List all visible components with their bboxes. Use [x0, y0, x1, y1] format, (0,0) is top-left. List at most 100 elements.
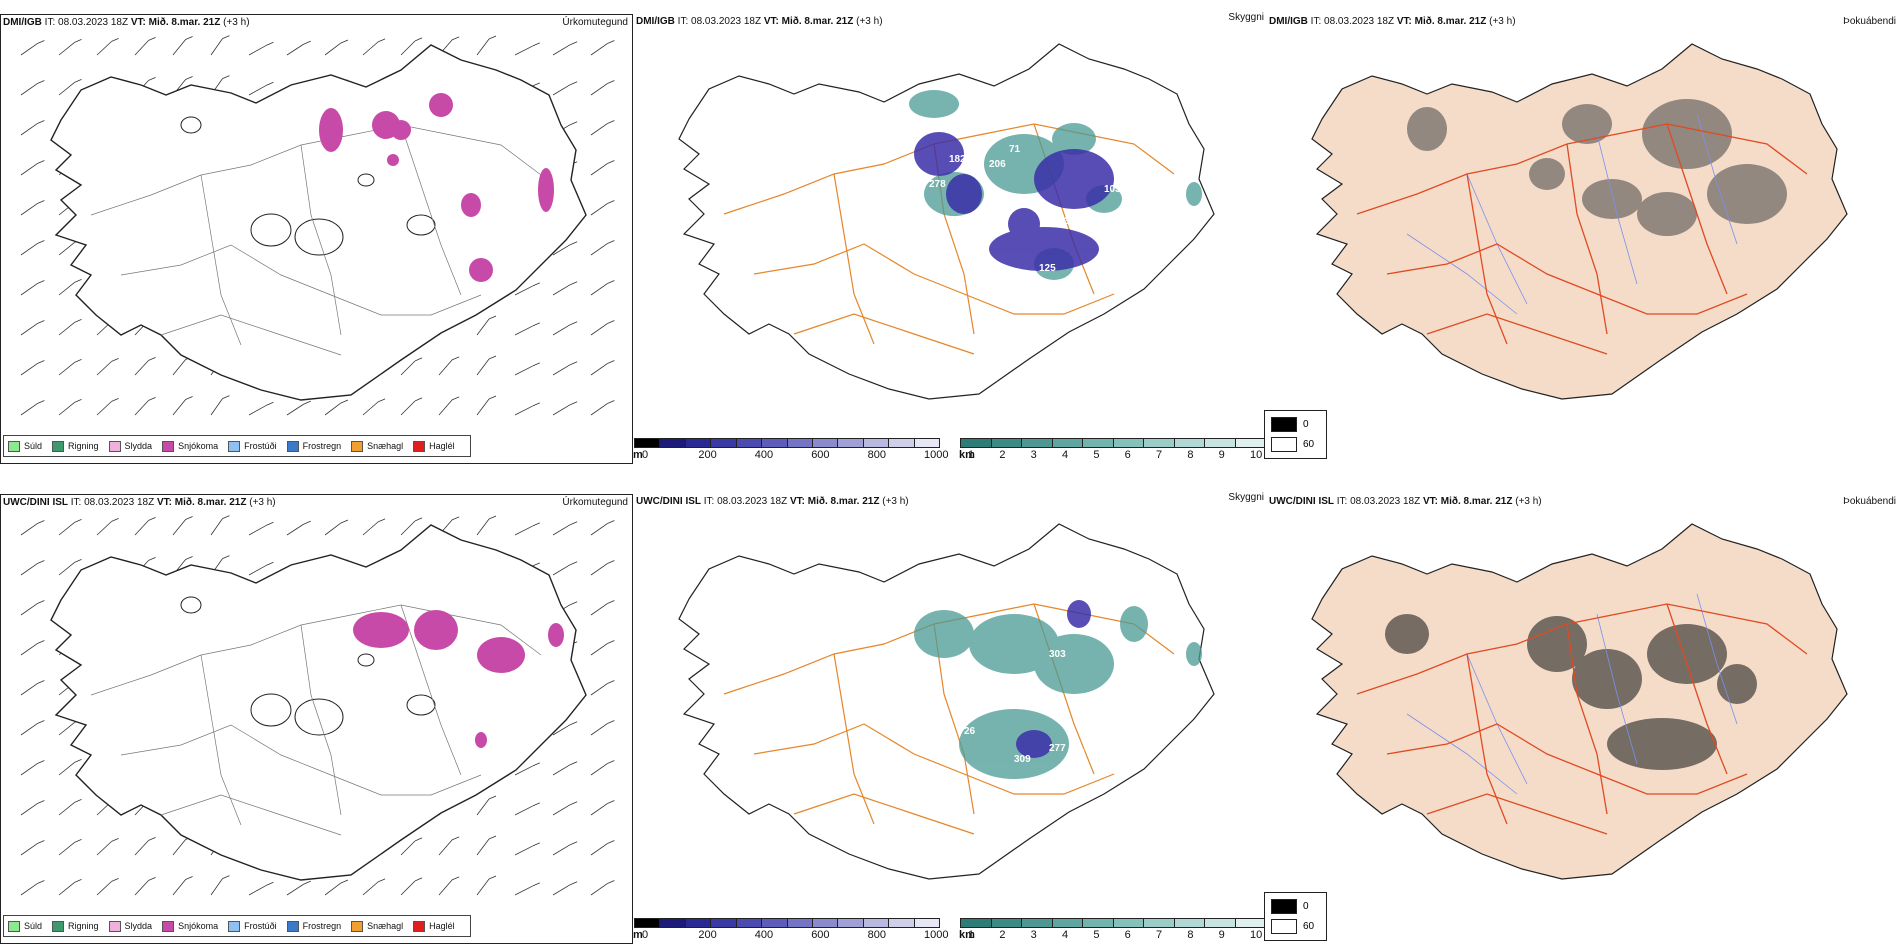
wind-barb — [324, 39, 349, 56]
panel-fog-uwc: UWC/DINI ISL IT: 08.03.2023 18Z VT: Mið.… — [1267, 494, 1900, 944]
wind-barb — [134, 517, 156, 536]
legend-label: Haglél — [429, 441, 455, 451]
fog-legend-bottom: 0 60 — [1264, 892, 1327, 941]
wind-barb — [552, 521, 578, 536]
variable-name: Þokuábendi — [1843, 496, 1896, 507]
fog-swatch — [1271, 417, 1297, 432]
road-line — [933, 623, 975, 815]
colorbar-segment — [838, 439, 864, 447]
wind-barb — [210, 515, 230, 536]
glacier-outline — [180, 116, 202, 134]
scale-tick: 600 — [811, 449, 830, 461]
colorbar-segment — [812, 439, 839, 447]
colorbar-segment — [711, 439, 737, 447]
wind-barb — [210, 35, 230, 56]
wind-barb — [552, 881, 578, 896]
panel-header: UWC/DINI ISL IT: 08.03.2023 18Z VT: Mið.… — [3, 497, 276, 508]
scale-tick: 200 — [698, 929, 717, 941]
snowfall-area — [461, 193, 481, 217]
wind-barb — [590, 80, 615, 96]
wind-barb — [590, 840, 615, 856]
legend-label: Slydda — [124, 921, 153, 931]
variable-name: Skyggni — [1228, 492, 1264, 503]
low-visibility-area — [1120, 606, 1148, 642]
visibility-map-dmi: 142 261 199 125 362 166 103 200 206 337 278 182 71 — [678, 43, 1215, 400]
legend-label: Haglél — [429, 921, 455, 931]
wind-barb — [248, 41, 274, 56]
wind-barb — [134, 37, 156, 56]
wind-barb — [20, 280, 45, 296]
scale-unit: m — [633, 449, 643, 461]
cloud-base-label: 277 — [1049, 743, 1066, 754]
wind-barb — [286, 880, 311, 896]
colorbar-segment — [961, 439, 992, 447]
low-cloud-area — [1034, 149, 1114, 209]
legend-swatch — [286, 920, 299, 932]
it-value: 08.03.2023 18Z — [84, 497, 155, 508]
wind-barb — [20, 320, 45, 336]
legend-swatch — [108, 440, 121, 452]
wind-barb — [400, 517, 423, 536]
scale-tick: 200 — [698, 449, 717, 461]
wind-barb — [286, 520, 311, 536]
cloud-base-label: 261 — [949, 276, 966, 287]
wind-barb — [134, 397, 156, 416]
legend-label: Súld — [24, 921, 43, 931]
wind-barb — [476, 395, 497, 416]
colorbar-segment — [635, 919, 661, 927]
cloud-base-label: 206 — [989, 159, 1006, 170]
fog-legend-row: 60 — [1271, 919, 1314, 934]
wind-barb — [590, 800, 615, 816]
scale-tick: 8 — [1187, 449, 1194, 461]
wind-barb — [20, 760, 45, 776]
model-name: DMI/IGB — [1269, 16, 1308, 27]
legend-swatch — [52, 920, 65, 932]
colorbar-segment — [1235, 919, 1265, 927]
wind-barb — [514, 362, 540, 376]
colorbar-segment — [1022, 439, 1053, 447]
it-value: 08.03.2023 18Z — [58, 17, 129, 28]
colorbar-segment — [961, 919, 992, 927]
wind-barb — [172, 516, 193, 536]
colorbar-segment — [1113, 439, 1144, 447]
road-line — [1666, 123, 1728, 295]
scale-tick: 400 — [754, 449, 774, 461]
wind-barb — [476, 795, 497, 816]
low-visibility-area — [909, 90, 959, 118]
road-line — [1466, 173, 1508, 345]
wind-barb — [20, 680, 45, 696]
road-line — [1666, 603, 1728, 775]
legend-swatch — [413, 440, 426, 452]
colorbar-segment — [863, 439, 890, 447]
legend-item-rigning: Rigning — [52, 920, 99, 932]
it-label: IT: — [44, 17, 56, 28]
cloud-base-label: 84 — [1094, 586, 1106, 597]
colorbar-segment — [1174, 439, 1205, 447]
panel-header: UWC/DINI ISL IT: 08.03.2023 18Z VT: Mið.… — [636, 496, 909, 507]
wind-barb — [20, 840, 45, 856]
legend-label: Snjókoma — [178, 441, 219, 451]
wind-barb — [20, 600, 45, 616]
wind-barb — [58, 399, 82, 416]
wind-barb — [590, 40, 615, 56]
wind-barb — [590, 200, 615, 216]
wind-barb — [362, 398, 386, 416]
colorbar-segment — [991, 439, 1022, 447]
cloud-base-label: 142 — [781, 238, 798, 249]
wind-barb — [590, 120, 615, 136]
cloud-base-label: 26 — [964, 726, 976, 737]
wind-barb — [438, 876, 460, 896]
wind-barb — [134, 357, 156, 376]
wind-barb — [58, 839, 82, 856]
wind-barb — [590, 560, 615, 576]
wind-barb — [552, 841, 578, 856]
fog-index-area — [1642, 99, 1732, 169]
legend-item-súld: Súld — [8, 440, 42, 452]
snowfall-area — [391, 120, 411, 140]
fog-index-area — [1717, 664, 1757, 704]
wind-barb — [96, 837, 119, 856]
fog-index-area — [1572, 649, 1642, 709]
colorbar-segment — [914, 439, 940, 447]
wind-barb — [476, 515, 497, 536]
vt-value: Mið. 8.mar. 21Z — [174, 497, 247, 508]
